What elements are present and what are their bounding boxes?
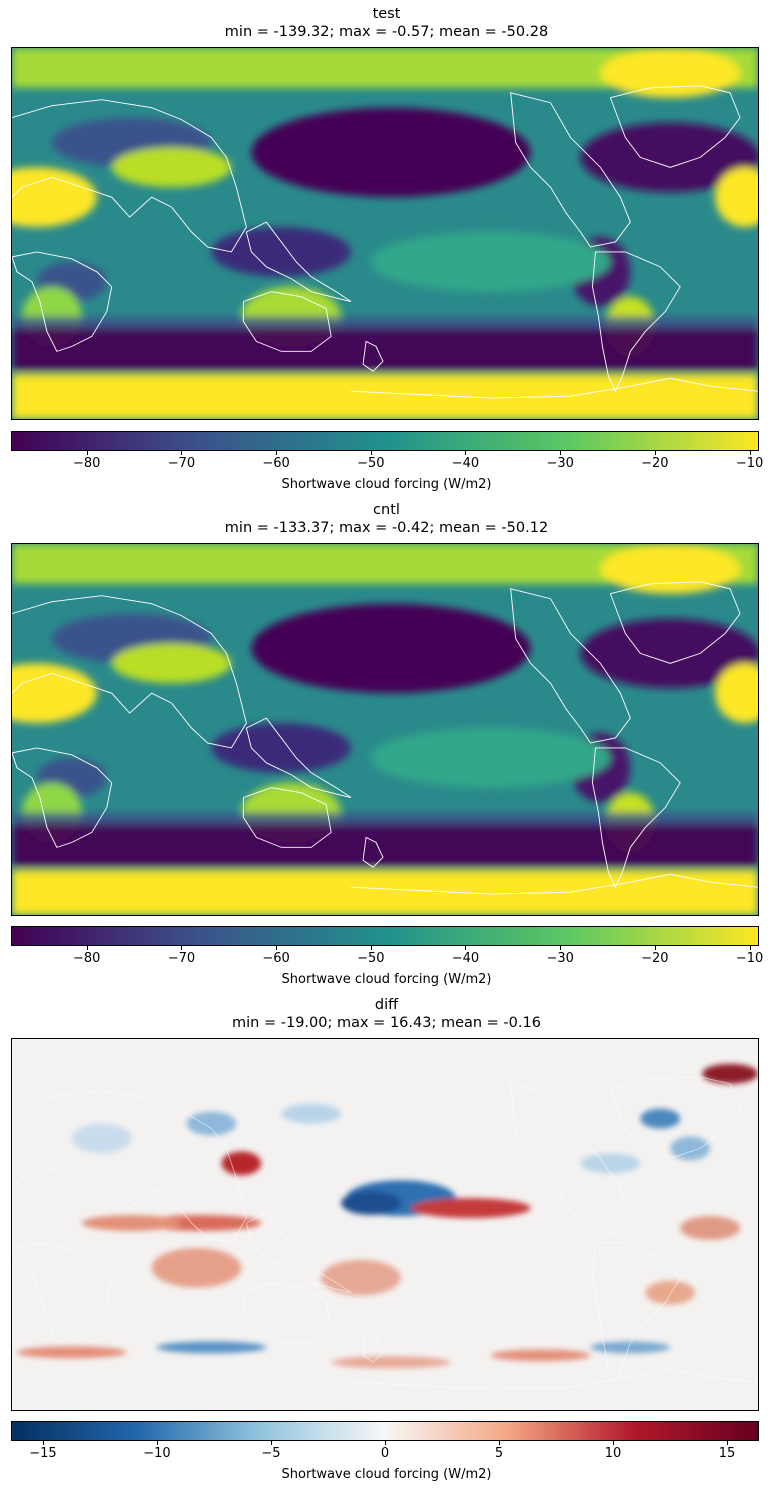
colorbar-tick-label: −30 xyxy=(546,456,574,471)
colorbar-tick xyxy=(749,451,751,455)
colorbar-tick-label: −10 xyxy=(143,1446,171,1461)
colorbar-tick xyxy=(276,946,278,950)
colorbar-tick xyxy=(276,451,278,455)
colorbar-tick-label: 0 xyxy=(380,1446,390,1461)
colorbar-ticks-cntl: −80 −70 −60 −50 −40 −30 −20 −10 xyxy=(11,946,763,968)
colorbar-tick-label: −80 xyxy=(73,456,101,471)
colorbar-tick-label: −70 xyxy=(167,456,196,471)
colorbar-cntl xyxy=(11,926,759,946)
colorbar-tick xyxy=(370,451,372,455)
colorbar-tick xyxy=(385,1441,386,1445)
colorbar-tick xyxy=(499,1441,501,1445)
colorbar-tick-label: −5 xyxy=(261,1446,281,1461)
subtitle-cntl: min = -133.37; max = -0.42; mean = -50.1… xyxy=(224,520,549,536)
subtitle-diff: min = -19.00; max = 16.43; mean = -0.16 xyxy=(232,1015,541,1031)
colorbar-tick xyxy=(727,1441,729,1445)
colorbar-tick xyxy=(560,451,562,455)
panel-title-diff: diff min = -19.00; max = 16.43; mean = -… xyxy=(0,996,773,1032)
colorbar-diff xyxy=(11,1421,759,1441)
colorbar-tick-label: −50 xyxy=(357,951,385,966)
colorbar-tick xyxy=(270,1441,272,1445)
colorbar-tick xyxy=(749,946,751,950)
colorbar-tick-label: −30 xyxy=(546,951,574,966)
colorbar-tick xyxy=(156,1441,158,1445)
panel-title-cntl: cntl min = -133.37; max = -0.42; mean = … xyxy=(0,501,773,537)
colorbar-tick-label: 15 xyxy=(718,1446,736,1461)
colorbar-label-cntl: Shortwave cloud forcing (W/m2) xyxy=(281,972,492,987)
title-test: test xyxy=(372,6,401,22)
colorbar-tick xyxy=(86,451,88,455)
colorbar-tick xyxy=(181,946,183,950)
colorbar-tick-label: −20 xyxy=(641,456,669,471)
colorbar-ticks-diff: −15 −10 −5 0 5 10 15 xyxy=(11,1441,759,1463)
colorbar-tick-label: 5 xyxy=(494,1446,504,1461)
colorbar-tick-label: −40 xyxy=(451,951,480,966)
colorbar-tick xyxy=(560,946,562,950)
colorbar-tick-label: −60 xyxy=(262,456,290,471)
panel-title-test: test min = -139.32; max = -0.57; mean = … xyxy=(0,5,773,41)
colorbar-tick-label: −20 xyxy=(641,951,669,966)
colorbar-tick-label: −50 xyxy=(357,456,385,471)
colorbar-tick xyxy=(654,451,656,455)
colorbar-tick-label: −60 xyxy=(262,951,290,966)
colorbar-tick xyxy=(86,946,88,950)
heatmap-cntl xyxy=(11,543,759,916)
colorbar-tick-label: −15 xyxy=(29,1446,57,1461)
colorbar-tick-label: −40 xyxy=(451,456,480,471)
colorbar-tick xyxy=(181,451,183,455)
colorbar-tick xyxy=(370,946,372,950)
colorbar-tick xyxy=(654,946,656,950)
title-diff: diff xyxy=(374,997,399,1013)
colorbar-ticks-test: −80 −70 −60 −50 −40 −30 −20 −10 xyxy=(11,451,763,473)
colorbar-tick-label: −10 xyxy=(735,951,764,966)
colorbar-tick xyxy=(613,1441,615,1445)
colorbar-label-test: Shortwave cloud forcing (W/m2) xyxy=(281,477,492,492)
title-cntl: cntl xyxy=(373,502,400,518)
colorbar-tick-label: −10 xyxy=(735,456,764,471)
heatmap-diff xyxy=(11,1038,759,1411)
colorbar-label-diff: Shortwave cloud forcing (W/m2) xyxy=(281,1467,492,1482)
colorbar-tick xyxy=(42,1441,44,1445)
heatmap-test xyxy=(11,47,759,420)
colorbar-tick-label: 10 xyxy=(604,1446,622,1461)
subtitle-test: min = -139.32; max = -0.57; mean = -50.2… xyxy=(224,24,549,40)
colorbar-tick-label: −70 xyxy=(167,951,196,966)
colorbar-test xyxy=(11,431,759,451)
colorbar-tick xyxy=(465,946,467,950)
colorbar-tick-label: −80 xyxy=(73,951,101,966)
colorbar-tick xyxy=(465,451,467,455)
